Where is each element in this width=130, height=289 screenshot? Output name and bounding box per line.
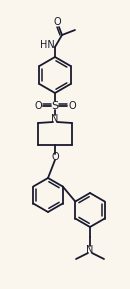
Text: O: O (53, 17, 61, 27)
Text: N: N (86, 245, 94, 255)
Text: N: N (51, 114, 59, 124)
Text: HN: HN (40, 40, 54, 50)
Text: S: S (51, 101, 58, 111)
Text: O: O (34, 101, 42, 111)
Text: O: O (51, 152, 59, 162)
Text: O: O (68, 101, 76, 111)
